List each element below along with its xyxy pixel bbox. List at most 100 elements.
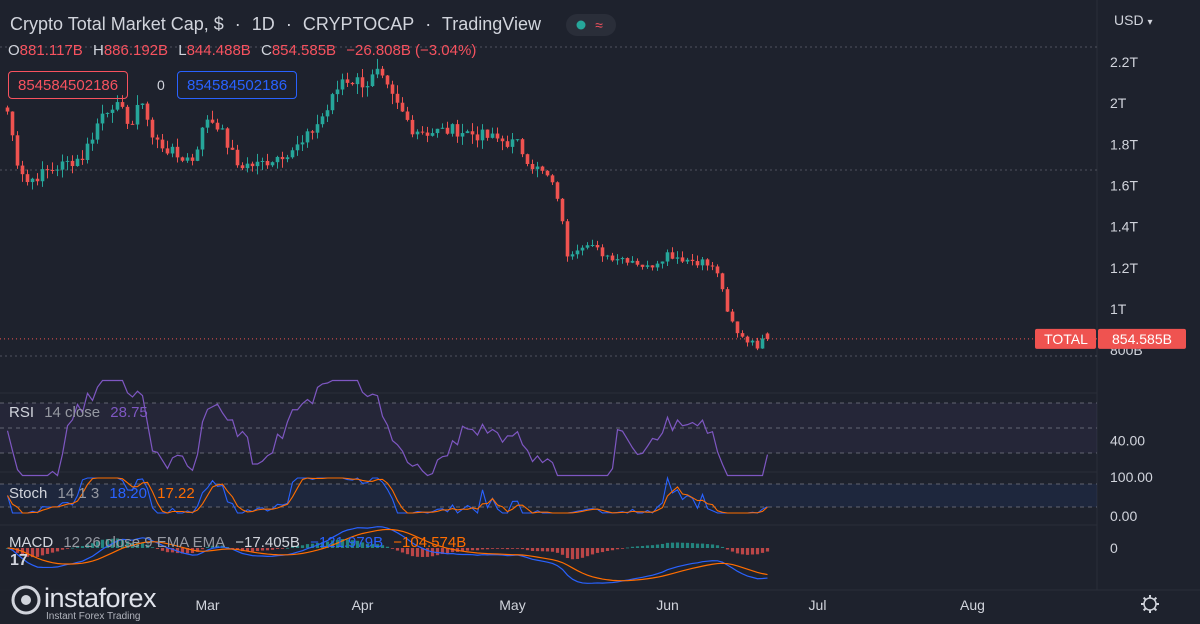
market-status-toggle[interactable]: ≈ [566, 14, 616, 36]
macd-histogram-bar [710, 544, 715, 548]
candle-body [690, 259, 695, 262]
macd-histogram-bar [285, 547, 290, 549]
macd-histogram-bar [295, 546, 300, 548]
change-value: −26.808B (−3.04%) [346, 42, 477, 59]
macd-histogram-bar [475, 548, 480, 551]
gear-tooth [1142, 596, 1147, 601]
candle-body [190, 157, 195, 161]
candle-body [100, 113, 105, 124]
macd-histogram-bar [270, 548, 275, 550]
macd-histogram-bar [590, 548, 595, 555]
ohlc-readout: O881.117B H886.192B L844.488B C854.585B … [8, 42, 482, 59]
interval-label[interactable]: 1D [251, 14, 275, 34]
macd-histogram-bar [170, 548, 175, 553]
candle-body [505, 141, 510, 147]
candle-body [255, 161, 260, 167]
candle-body [285, 157, 290, 160]
macd-histogram-bar [185, 548, 190, 554]
candle-body [655, 263, 660, 268]
rsi-name: RSI [9, 404, 35, 421]
market-status-icon: ≈ [576, 17, 603, 33]
candle-body [235, 149, 240, 166]
candle-body [640, 264, 645, 267]
macd-histogram-bar [565, 548, 570, 559]
candle-body [625, 258, 630, 263]
macd-histogram-bar [530, 548, 535, 552]
candle-body [305, 131, 310, 143]
macd-histogram-bar [300, 545, 305, 548]
open-label: O [8, 42, 20, 59]
candle-body [555, 182, 560, 199]
macd-line [7, 526, 768, 584]
macd-histogram-bar [700, 543, 705, 548]
candle-body [740, 333, 745, 337]
macd-histogram-bar [470, 548, 475, 551]
candle-body [415, 131, 420, 135]
rsi-band [0, 403, 1097, 453]
total-tag-bg [1035, 328, 1096, 349]
chevron-down-icon: ▾ [1147, 17, 1153, 28]
buy-price-box[interactable]: 854584502186 [177, 71, 298, 99]
macd-histogram-bar [545, 548, 550, 552]
macd-name: MACD [9, 534, 54, 551]
macd-histogram-bar [370, 544, 375, 548]
candle-body [25, 174, 30, 183]
candle-body [750, 340, 755, 343]
candle-body [460, 133, 465, 137]
candle-body [310, 131, 315, 133]
macd-axis-label: 0 [1110, 540, 1118, 556]
symbol-header: Crypto Total Market Cap, $ · 1D · CRYPTO… [10, 14, 547, 35]
candle-body [135, 104, 140, 125]
settings-gear-icon[interactable] [1141, 595, 1159, 613]
candle-body [500, 138, 505, 142]
macd-histogram-bar [260, 548, 265, 551]
candle-body [120, 102, 125, 107]
macd-histogram-bar [450, 548, 455, 553]
candle-body [650, 265, 655, 268]
exchange-label: CRYPTOCAP [302, 14, 415, 34]
rsi-axis-label: 40.00 [1110, 433, 1145, 449]
price-tick-label: 1.6T [1110, 178, 1138, 194]
symbol-name[interactable]: Crypto Total Market Cap, $ [10, 14, 224, 34]
sell-price-box[interactable]: 854584502186 [8, 71, 129, 99]
rsi-legend[interactable]: RSI 14 close 28.75 [9, 404, 154, 421]
macd-histogram-bar [485, 548, 490, 550]
source-label: TradingView [441, 14, 541, 34]
candle-body [730, 311, 735, 322]
candle-body [435, 128, 440, 134]
candle-body [175, 146, 180, 158]
stoch-legend[interactable]: Stoch 14 1 3 18.20 17.22 [9, 485, 201, 502]
currency-menu[interactable]: USD ▾ [1114, 12, 1152, 28]
macd-histogram-bar [630, 546, 635, 548]
candle-body [590, 244, 595, 246]
macd-histogram-bar [65, 548, 70, 549]
macd-histogram-bar [465, 548, 470, 551]
macd-histogram-bar [425, 548, 430, 557]
macd-histogram-bar [715, 545, 720, 548]
candle-body [475, 134, 480, 141]
macd-histogram-bar [580, 548, 585, 558]
candle-body [565, 221, 570, 257]
macd-histogram-bar [390, 548, 395, 549]
price-tick-label: 2T [1110, 95, 1127, 111]
macd-histogram-bar [410, 548, 415, 557]
candle-body [160, 139, 165, 149]
candle-body [480, 129, 485, 141]
header-separator-3: · [425, 14, 432, 34]
candle-body [260, 160, 265, 162]
candle-body [270, 162, 275, 166]
macd-histogram-bar [345, 539, 350, 548]
candle-body [320, 116, 325, 125]
stoch-d-value: 17.22 [157, 485, 195, 502]
macd-legend[interactable]: MACD 12 26 close 9 EMA EMA −17.405B −121… [9, 534, 472, 551]
time-tick-label: Jun [656, 597, 679, 613]
time-tick-label: Mar [195, 597, 219, 613]
candle-body [405, 111, 410, 120]
candle-body [15, 135, 20, 166]
candle-body [355, 77, 360, 85]
macd-histogram-bar [320, 542, 325, 548]
candle-body [75, 158, 80, 167]
price-tick-label: 1.8T [1110, 136, 1138, 152]
